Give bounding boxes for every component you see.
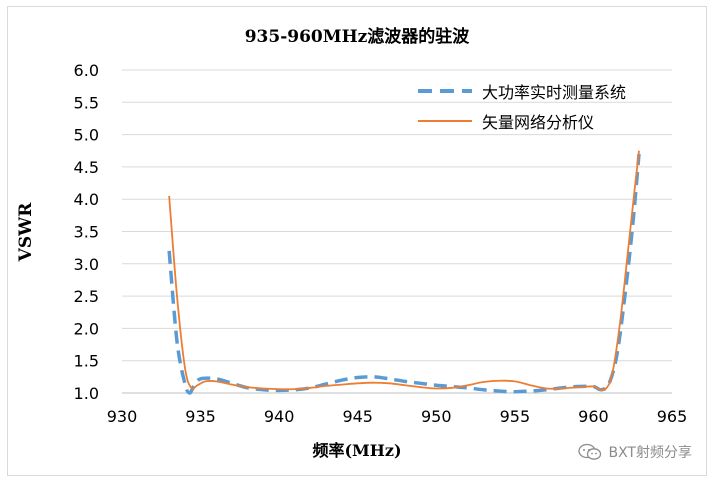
chart-frame [7,6,707,476]
legend-swatch-solid [418,120,472,122]
y-tick-label: 6.0 [74,61,99,80]
series-line-1 [167,153,641,395]
y-tick-labels: 1.0 1.5 2.0 2.5 3.0 3.5 4.0 4.5 5.0 5.5 6.0 [74,61,99,403]
y-tick-label: 1.0 [74,384,99,403]
y-tick-label: 3.0 [74,255,99,274]
legend: 大功率实时测量系统 矢量网络分析仪 [418,76,626,136]
watermark-text: BXT射频分享 [608,445,692,461]
x-tick-labels: 930 935 940 945 950 955 960 965 [107,407,688,426]
legend-swatch-dashed [418,89,472,93]
series-lines [167,150,641,395]
x-axis-label: 频率(MHz) [312,441,402,460]
x-tick-label: 965 [657,407,688,426]
wechat-icon [578,443,602,460]
legend-item-series-2: 矢量网络分析仪 [418,106,626,136]
watermark: BXT射频分享 [578,442,692,462]
x-tick-label: 940 [264,407,295,426]
x-tick-label: 930 [107,407,138,426]
x-tick-label: 960 [578,407,609,426]
y-tick-label: 5.0 [74,126,99,145]
y-tick-label: 1.5 [74,352,99,371]
y-tick-label: 4.0 [74,190,99,209]
y-tick-label: 3.5 [74,223,99,242]
x-tick-label: 950 [421,407,452,426]
chart-title: 935-960MHz滤波器的驻波 [244,27,470,47]
y-tick-label: 4.5 [74,158,99,177]
legend-item-series-1: 大功率实时测量系统 [418,76,626,106]
legend-label: 大功率实时测量系统 [482,83,627,102]
x-tick-label: 945 [342,407,373,426]
legend-label: 矢量网络分析仪 [482,113,595,132]
y-tick-label: 5.5 [74,93,99,112]
y-tick-label: 2.0 [74,319,99,338]
y-tick-label: 2.5 [74,287,99,306]
x-tick-label: 935 [185,407,216,426]
series-line-2 [168,150,640,392]
gridlines [122,69,672,394]
x-tick-label: 955 [500,407,531,426]
